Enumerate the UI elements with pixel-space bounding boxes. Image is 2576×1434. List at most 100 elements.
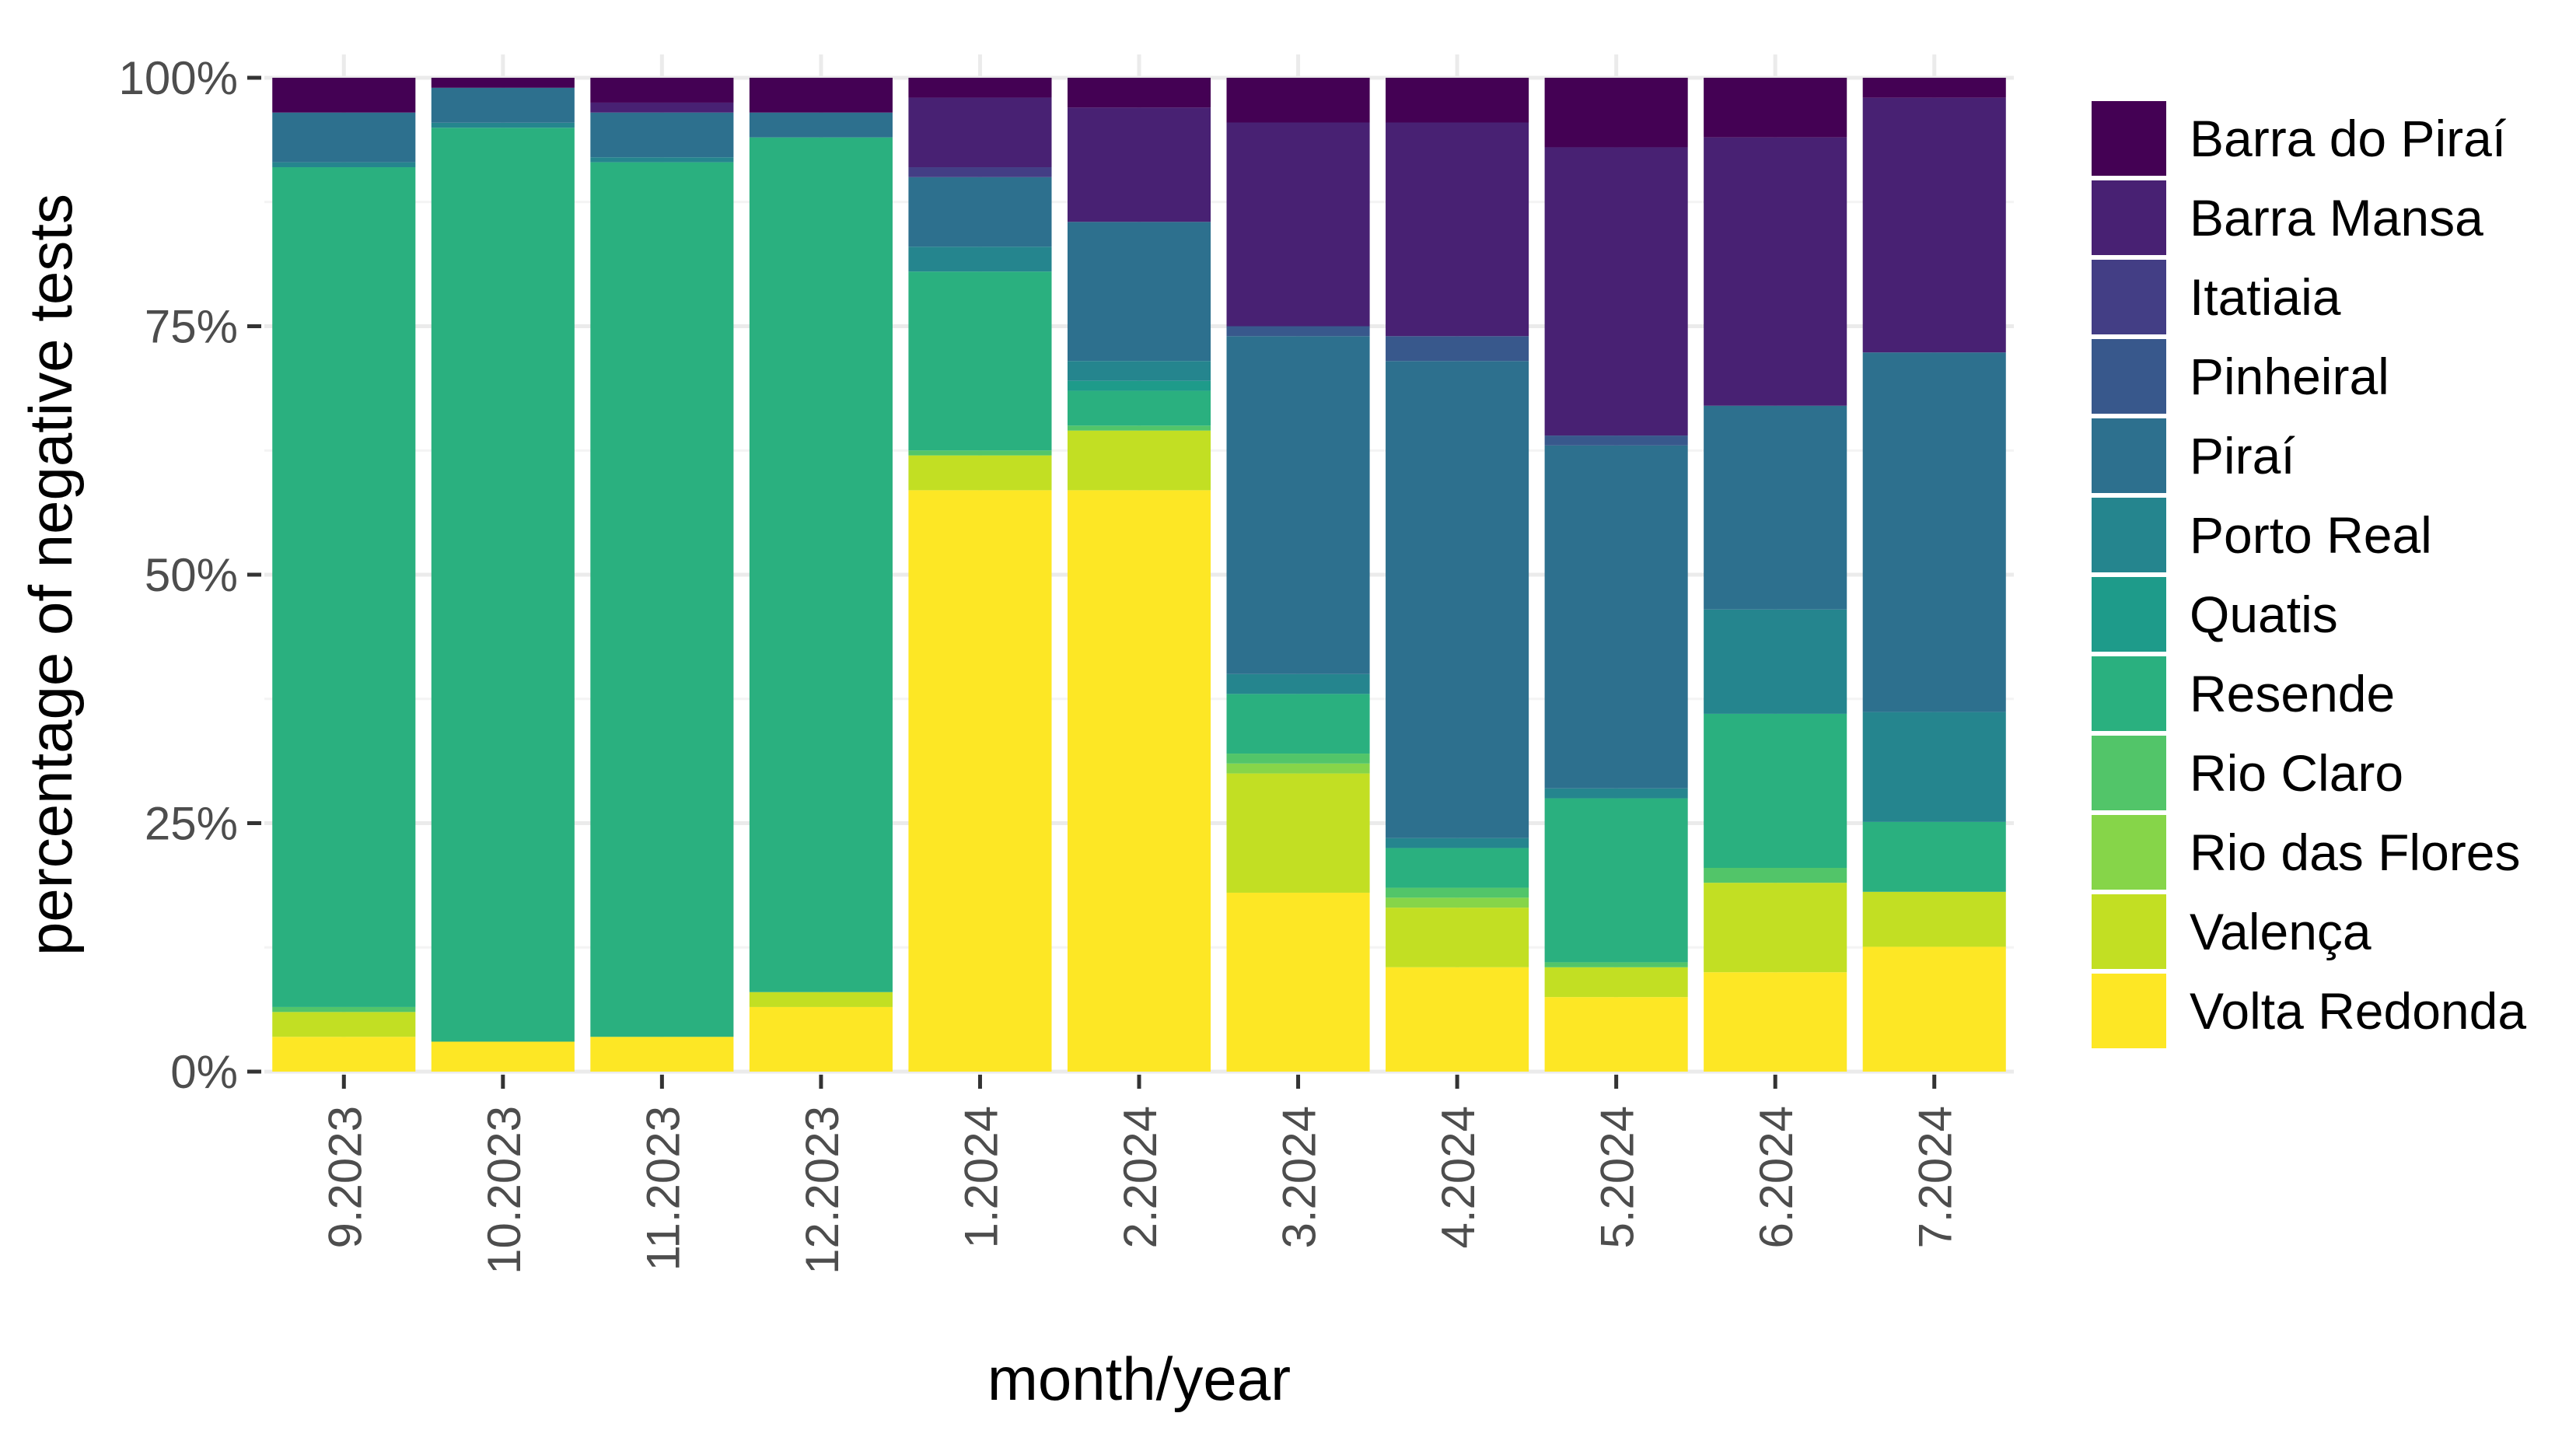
bar-segment: [590, 78, 734, 103]
legend-item: Porto Real: [2092, 498, 2432, 572]
bar-segment: [1544, 962, 1688, 967]
bar-segment: [1544, 147, 1688, 436]
bar-stack-2.2024: [1067, 78, 1211, 1072]
bar-segment: [1067, 380, 1211, 391]
bar-segment: [1386, 336, 1529, 362]
bar-segment: [1386, 838, 1529, 848]
y-axis: 0% 25% 50% 75% 100%: [119, 52, 261, 1098]
bar-segment: [908, 450, 1052, 456]
bar-segment: [749, 992, 893, 1007]
legend-item: Barra do Piraí: [2092, 101, 2507, 176]
y-tick-label: 50%: [145, 549, 238, 601]
x-axis-title: month/year: [987, 1345, 1291, 1413]
legend-key: [2092, 656, 2166, 731]
legend-key: [2092, 180, 2166, 255]
bar-segment: [431, 122, 575, 128]
x-axis: 9.2023 10.2023 11.2023 12.2023 1.2024 2.2024 3…: [319, 1075, 1962, 1275]
bar-segment: [1226, 763, 1370, 774]
legend-label: Valença: [2190, 903, 2372, 960]
legend-item: Rio das Flores: [2092, 815, 2521, 890]
legend-item: Itatiaia: [2092, 260, 2341, 334]
bar-segment: [1862, 712, 2006, 822]
bar-segment: [1226, 673, 1370, 694]
bar-segment: [431, 78, 575, 88]
legend-label: Itatiaia: [2190, 268, 2341, 326]
bar-stack-1.2024: [908, 78, 1052, 1072]
bar-segment: [1862, 352, 2006, 712]
bar-segment: [908, 271, 1052, 451]
bar-segment: [1386, 908, 1529, 967]
bar-segment: [749, 1006, 893, 1072]
bar-segment: [749, 78, 893, 113]
bar-stack-11.2023: [590, 78, 734, 1072]
legend-label: Barra Mansa: [2190, 189, 2483, 247]
legend-label: Pinheiral: [2190, 348, 2389, 405]
bar-segment: [1544, 445, 1688, 789]
bar-segment: [1704, 137, 1847, 406]
bar-segment: [1386, 967, 1529, 1072]
legend-key: [2092, 894, 2166, 969]
bar-segment: [1704, 405, 1847, 610]
legend-item: Valença: [2092, 894, 2372, 969]
legend-key: [2092, 418, 2166, 493]
bar-stack-4.2024: [1386, 78, 1529, 1072]
bar-segment: [272, 1037, 416, 1072]
bar-segment: [908, 167, 1052, 177]
bar-segment: [1544, 798, 1688, 963]
bar-segment: [1226, 892, 1370, 1072]
bar-segment: [1067, 425, 1211, 431]
bar-segment: [1704, 609, 1847, 714]
legend-item: Rio Claro: [2092, 736, 2403, 810]
legend-item: Volta Redonda: [2092, 974, 2526, 1048]
y-axis-title: percentage of negative tests: [16, 194, 85, 956]
bar-segment: [272, 1006, 416, 1013]
legend-label: Rio Claro: [2190, 744, 2403, 802]
bar-segment: [1704, 713, 1847, 869]
legend-key: [2092, 260, 2166, 334]
legend-key: [2092, 974, 2166, 1048]
legend-item: Pinheiral: [2092, 339, 2389, 414]
bar-segment: [1704, 972, 1847, 1072]
bar-stack-6.2024: [1704, 78, 1847, 1072]
bar-stack-3.2024: [1226, 78, 1370, 1072]
x-tick-label: 12.2023: [796, 1106, 848, 1275]
bar-segment: [1544, 967, 1688, 998]
bar-segment: [272, 78, 416, 113]
bar-segment: [590, 157, 734, 163]
bar-segment: [272, 162, 416, 168]
x-tick-label: 7.2024: [1910, 1106, 1962, 1249]
legend-item: Resende: [2092, 656, 2395, 731]
bar-segment: [1067, 490, 1211, 1072]
legend-item: Quatis: [2092, 577, 2338, 652]
bar-segment: [1862, 78, 2006, 98]
y-tick-label: 25%: [145, 798, 238, 850]
bar-segment: [431, 128, 575, 1042]
bar-stack-12.2023: [749, 78, 893, 1072]
bar-segment: [749, 137, 893, 992]
legend-label: Resende: [2190, 665, 2395, 722]
bar-segment: [1862, 891, 2006, 947]
legend-item: Barra Mansa: [2092, 180, 2483, 255]
bar-segment: [1862, 97, 2006, 353]
bar-segment: [1226, 122, 1370, 327]
bar-segment: [272, 112, 416, 163]
y-tick-label: 0%: [170, 1046, 238, 1098]
bar-segment: [908, 247, 1052, 272]
bar-stack-5.2024: [1544, 78, 1688, 1072]
bar-segment: [1386, 887, 1529, 898]
x-tick-label: 6.2024: [1750, 1106, 1802, 1249]
bar-segment: [1067, 361, 1211, 381]
bar-segment: [1067, 222, 1211, 362]
bar-segment: [1704, 78, 1847, 138]
bar-segment: [1226, 336, 1370, 674]
bar-stack-9.2023: [272, 78, 416, 1072]
bar-segment: [908, 177, 1052, 247]
legend-key: [2092, 577, 2166, 652]
x-tick-label: 4.2024: [1432, 1106, 1484, 1249]
bar-segment: [1226, 754, 1370, 764]
bar-segment: [908, 97, 1052, 168]
bar-segment: [1386, 848, 1529, 888]
y-tick-label: 100%: [119, 52, 238, 104]
legend-key: [2092, 339, 2166, 414]
x-tick-label: 11.2023: [637, 1106, 689, 1271]
